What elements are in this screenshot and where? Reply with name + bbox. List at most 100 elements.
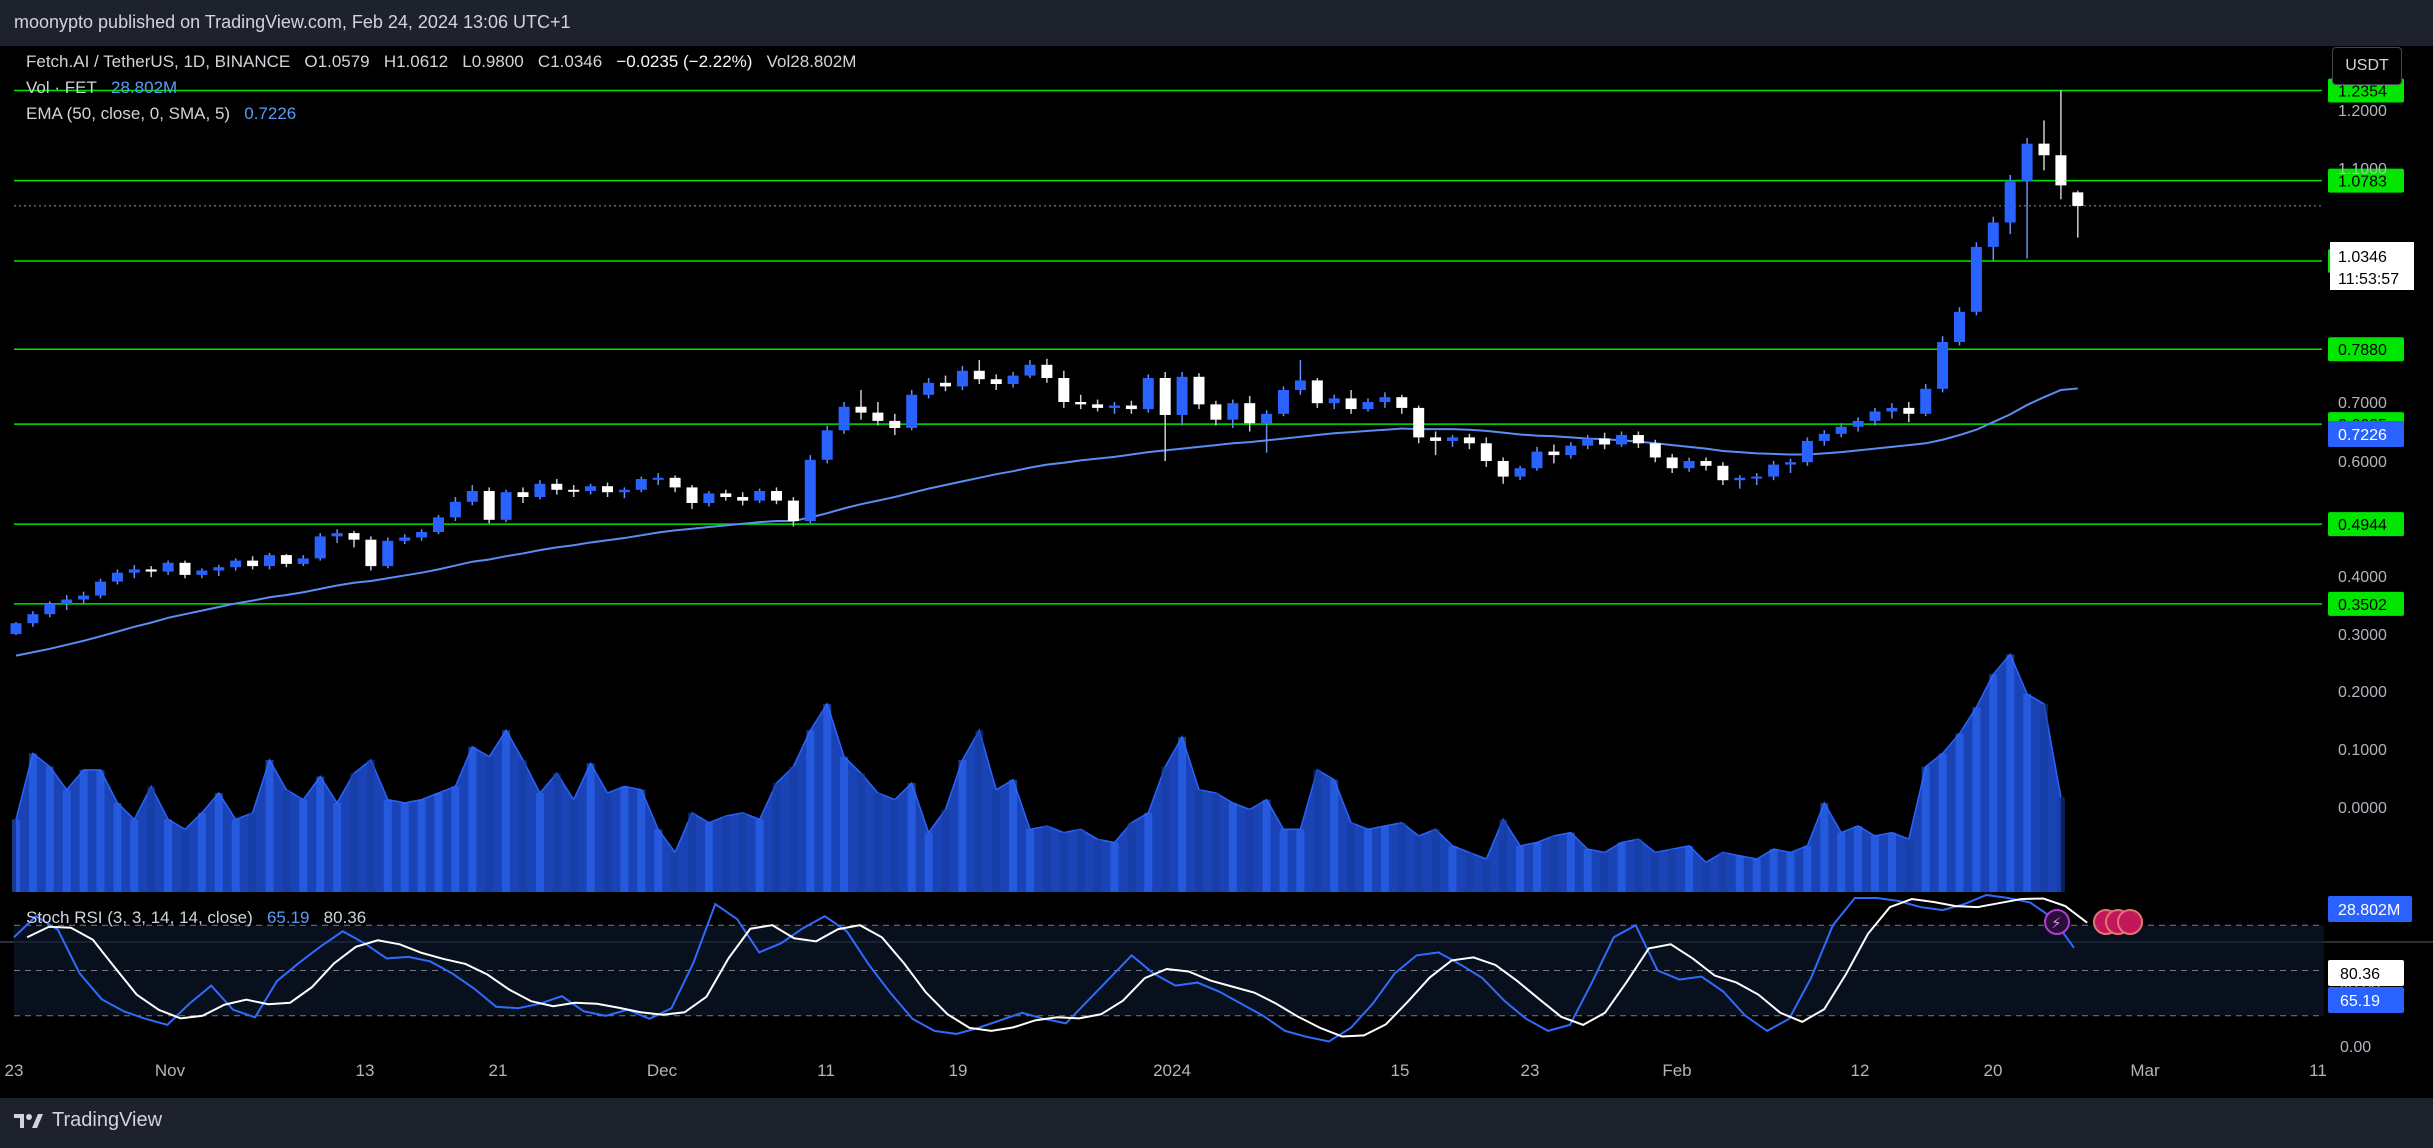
candle[interactable] (940, 375, 951, 392)
candle[interactable] (618, 487, 630, 499)
candle[interactable] (652, 473, 664, 485)
candle[interactable] (1987, 216, 1999, 261)
candle[interactable] (517, 487, 529, 503)
candle[interactable] (804, 455, 816, 524)
candle[interactable] (1430, 431, 1442, 456)
candle[interactable] (314, 533, 326, 561)
candle[interactable] (534, 480, 546, 500)
candlestick-chart[interactable]: 1.23541.07830.93970.78800.66250.49440.35… (0, 46, 2433, 1098)
candle[interactable] (365, 536, 377, 571)
candle[interactable] (686, 485, 698, 509)
candle[interactable] (1244, 396, 1256, 432)
candle[interactable] (1328, 394, 1340, 410)
currency-button[interactable]: USDT (2332, 47, 2402, 85)
candle[interactable] (872, 402, 884, 426)
candle[interactable] (2021, 137, 2033, 259)
candle[interactable] (78, 591, 90, 604)
candle[interactable] (703, 491, 715, 507)
stoch-legend[interactable]: Stoch RSI (3, 3, 14, 14, close) 65.19 80… (26, 908, 366, 928)
candle[interactable] (1362, 398, 1374, 412)
candle[interactable] (1548, 444, 1560, 464)
candle[interactable] (1970, 242, 1982, 316)
candle[interactable] (264, 552, 275, 570)
candle[interactable] (838, 402, 850, 434)
candle[interactable] (855, 390, 867, 420)
candle[interactable] (1869, 407, 1881, 426)
candle[interactable] (737, 492, 749, 506)
candle[interactable] (1599, 432, 1611, 450)
candle[interactable] (1632, 431, 1644, 449)
candle[interactable] (1109, 402, 1120, 414)
candle[interactable] (1801, 437, 1813, 466)
candle[interactable] (2004, 174, 2016, 235)
time-axis[interactable]: 23 Nov 13 21 Dec 11 19 2024 15 23 Feb 12 20 Mar 11 (5, 1061, 2327, 1080)
flag-icon-3[interactable] (2117, 909, 2143, 935)
candle[interactable] (1937, 336, 1949, 393)
candle[interactable] (230, 558, 242, 571)
price-axis[interactable]: 1.20001.10000.90000.70000.60000.40000.30… (2338, 103, 2387, 817)
candle[interactable] (1278, 386, 1289, 417)
candle[interactable] (61, 595, 73, 610)
candle[interactable] (1920, 384, 1932, 417)
candle[interactable] (2038, 120, 2050, 171)
candle[interactable] (500, 489, 512, 523)
candle[interactable] (95, 578, 106, 599)
candle[interactable] (1041, 358, 1053, 383)
candle[interactable] (551, 479, 563, 495)
candle[interactable] (2072, 190, 2084, 238)
candle[interactable] (1125, 400, 1137, 414)
candle[interactable] (1734, 475, 1746, 489)
candle[interactable] (1311, 378, 1323, 408)
candle[interactable] (44, 601, 56, 618)
candle[interactable] (280, 554, 292, 568)
candle[interactable] (348, 530, 360, 548)
candle[interactable] (466, 485, 478, 506)
candle[interactable] (247, 556, 259, 570)
candle[interactable] (1751, 473, 1763, 485)
candle[interactable] (787, 497, 799, 527)
candle[interactable] (1447, 435, 1458, 447)
candle[interactable] (1413, 405, 1425, 444)
candle[interactable] (331, 529, 343, 543)
candle[interactable] (1514, 465, 1526, 481)
candle[interactable] (1903, 402, 1915, 423)
lightning-icon[interactable] (2044, 909, 2070, 935)
candle[interactable] (568, 485, 580, 497)
candle[interactable] (10, 622, 22, 636)
candle[interactable] (602, 482, 613, 497)
brand-logo[interactable]: TradingView (14, 1109, 162, 1132)
candle[interactable] (1142, 374, 1154, 413)
candle[interactable] (1954, 307, 1965, 346)
candle[interactable] (2055, 90, 2067, 200)
candle[interactable] (297, 555, 309, 567)
candle[interactable] (1159, 372, 1171, 461)
candle[interactable] (1176, 372, 1188, 426)
candle[interactable] (1497, 457, 1509, 484)
ema-legend[interactable]: EMA (50, close, 0, SMA, 5) 0.7226 (26, 104, 296, 124)
candle[interactable] (906, 390, 918, 431)
candle[interactable] (1717, 462, 1729, 485)
candle[interactable] (111, 569, 123, 585)
candle[interactable] (1379, 392, 1391, 408)
candle[interactable] (1649, 439, 1661, 463)
candle[interactable] (1683, 457, 1695, 472)
candle[interactable] (1210, 400, 1222, 426)
symbol-legend[interactable]: Fetch.AI / TetherUS, 1D, BINANCE O1.0579… (26, 52, 857, 71)
volume-legend[interactable]: Vol · FET 28.802M (26, 78, 177, 98)
candle[interactable] (1092, 399, 1104, 412)
candle[interactable] (449, 497, 461, 521)
candle[interactable] (1463, 433, 1475, 450)
candle[interactable] (145, 566, 157, 578)
candle[interactable] (179, 560, 191, 579)
candle[interactable] (1075, 394, 1087, 410)
candle[interactable] (1480, 437, 1492, 467)
candle[interactable] (1058, 370, 1070, 408)
symbol-name[interactable]: Fetch.AI / TetherUS, 1D, BINANCE (26, 52, 291, 71)
candle[interactable] (196, 568, 208, 579)
candle[interactable] (162, 560, 174, 575)
candle[interactable] (1531, 446, 1543, 471)
candle[interactable] (483, 487, 495, 524)
candle[interactable] (128, 565, 140, 579)
candle[interactable] (1565, 442, 1577, 459)
candle[interactable] (889, 413, 901, 436)
